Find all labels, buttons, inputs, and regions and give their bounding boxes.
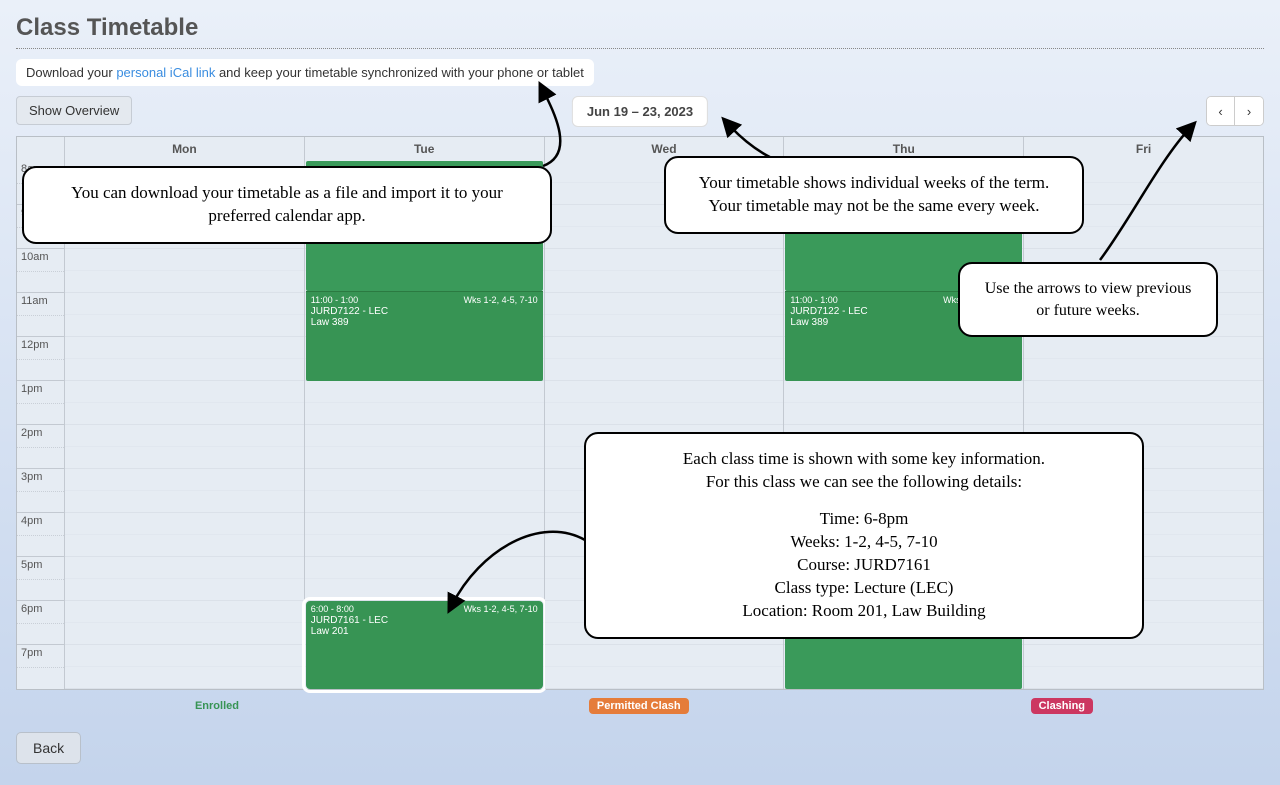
arrow-1 [535, 84, 595, 174]
arrow-3 [1090, 120, 1220, 270]
ical-download-bar: Download your personal iCal link and kee… [16, 59, 594, 86]
event-course: JURD7122 - LEC [311, 306, 538, 317]
time-label: 6pm [17, 601, 64, 645]
c4-l4: Weeks: 1-2, 4-5, 7-10 [606, 531, 1122, 554]
callout-ical: You can download your timetable as a fil… [22, 166, 552, 244]
legend-enrolled: Enrolled [187, 698, 247, 714]
time-label: 11am [17, 293, 64, 337]
event-time: 6:00 - 8:00 [311, 604, 354, 614]
legend: Enrolled Permitted Clash Clashing [16, 692, 1264, 714]
day-head-mon: Mon [65, 137, 305, 161]
event-room: Law 389 [311, 317, 538, 328]
c4-l3: Time: 6-8pm [606, 508, 1122, 531]
event-weeks: Wks 1-2, 4-5, 7-10 [464, 295, 538, 305]
time-label: 4pm [17, 513, 64, 557]
show-overview-button[interactable]: Show Overview [16, 96, 132, 125]
legend-permitted: Permitted Clash [589, 698, 689, 714]
c4-l1: Each class time is shown with some key i… [606, 448, 1122, 471]
legend-clashing: Clashing [1031, 698, 1093, 714]
time-label: 7pm [17, 645, 64, 689]
c4-l5: Course: JURD7161 [606, 554, 1122, 577]
event-time: 11:00 - 1:00 [790, 295, 837, 305]
event-tue_morn_lec[interactable]: 11:00 - 1:00 Wks 1-2, 4-5, 7-10JURD7122 -… [306, 291, 543, 381]
next-week-button[interactable]: › [1235, 97, 1263, 125]
c4-l7: Location: Room 201, Law Building [606, 600, 1122, 623]
time-label: 10am [17, 249, 64, 293]
c4-l6: Class type: Lecture (LEC) [606, 577, 1122, 600]
divider [16, 48, 1264, 49]
callout-weeks: Your timetable shows individual weeks of… [664, 156, 1084, 234]
ical-suffix: and keep your timetable synchronized wit… [215, 65, 584, 80]
c4-l2: For this class we can see the following … [606, 471, 1122, 494]
time-label: 5pm [17, 557, 64, 601]
callout-class-info: Each class time is shown with some key i… [584, 432, 1144, 639]
time-label: 12pm [17, 337, 64, 381]
time-label: 1pm [17, 381, 64, 425]
gutter-head [17, 137, 65, 161]
day-head-tue: Tue [305, 137, 545, 161]
time-label: 3pm [17, 469, 64, 513]
ical-prefix: Download your [26, 65, 116, 80]
ical-link[interactable]: personal iCal link [116, 65, 215, 80]
controls-row: Show Overview Jun 19 – 23, 2023 ‹ › [16, 96, 1264, 128]
back-button[interactable]: Back [16, 732, 81, 764]
callout-arrows: Use the arrows to view previous or futur… [958, 262, 1218, 337]
arrow-4 [440, 510, 600, 630]
page-title: Class Timetable [0, 0, 1280, 48]
time-label: 2pm [17, 425, 64, 469]
event-time: 11:00 - 1:00 [311, 295, 358, 305]
